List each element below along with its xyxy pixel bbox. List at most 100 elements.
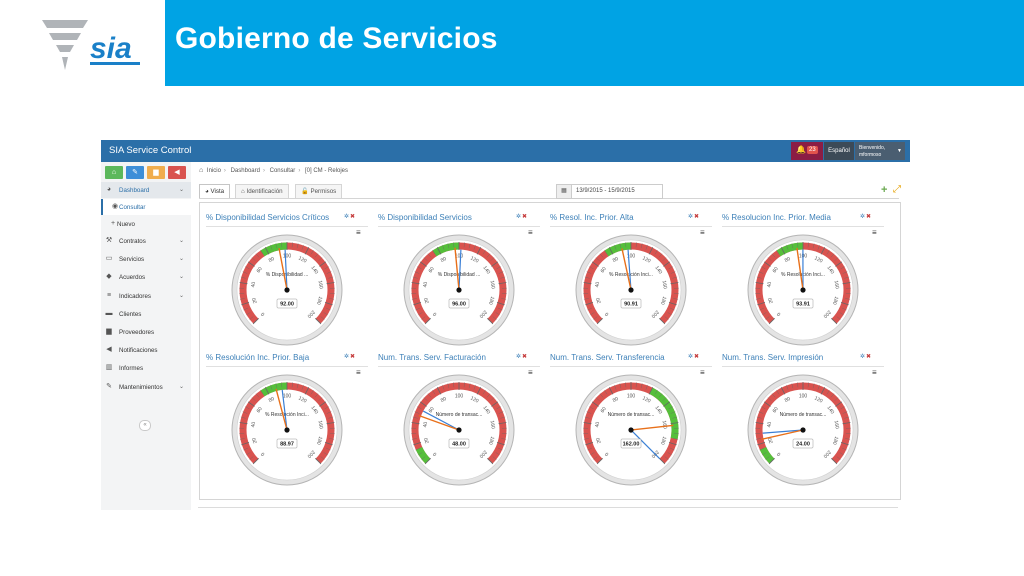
hamburger-menu-icon[interactable]: ≡ [356,228,361,237]
sidebar-item-mantenimientos[interactable]: ✎ Mantenimientos ⌄ [101,379,191,395]
gauge-tick [672,416,678,419]
gauge-tick [830,393,835,398]
hamburger-menu-icon[interactable]: ≡ [356,368,361,377]
tag-icon: ◆ [106,273,112,281]
sidebar-item-consultar[interactable]: ◉ Consultar [101,199,193,215]
close-icon[interactable]: ✖ [866,214,872,220]
pencil-quick-button[interactable]: ✎ [126,166,144,179]
date-range-picker[interactable]: ▦ 13/9/2015 - 15/9/2015 [556,184,663,199]
gauge-tick [761,266,766,270]
briefcase-icon: ▆ [153,169,159,176]
user-menu[interactable]: Bienvenido, mformoso ▼ [855,142,905,160]
sidebar-item-indicadores[interactable]: ≡ Indicadores ⌄ [101,288,191,304]
gear-icon[interactable]: ✲ [516,354,522,360]
gauge-tick [411,282,420,285]
tab-permisos[interactable]: 🔓 Permisos [295,184,343,199]
hamburger-menu-icon[interactable]: ≡ [700,368,705,377]
close-icon[interactable]: ✖ [350,214,356,220]
page-title: Gobierno de Servicios [175,22,498,55]
gear-icon[interactable]: ✲ [344,354,350,360]
sidebar-item-servicios[interactable]: ▭ Servicios ⌄ [101,251,191,267]
gauge-tick [415,307,421,311]
gear-icon[interactable]: ✲ [860,214,866,220]
gauge-tick [242,411,248,414]
sidebar-item-label: Servicios [119,256,145,264]
gauge-title: % Resolucion Inc. Prior. Media [722,213,831,222]
gauge-tick [807,382,809,388]
gear-icon[interactable]: ✲ [688,354,694,360]
gauge-tick-label: 160 [489,280,496,289]
gauge-tick-label: 100 [455,253,464,259]
dashboard-icon: ◕ [205,188,209,195]
add-widget-button[interactable]: + [881,184,888,196]
close-icon[interactable]: ✖ [866,354,872,360]
gauge-series-label: % Disponibilidad ... [266,272,309,278]
notifications-button[interactable]: 🔔 23 [791,142,823,160]
sidebar-item-nuevo[interactable]: + Nuevo [101,216,191,232]
gauge-value-needle [418,415,460,431]
calendar-icon: ▦ [557,185,572,198]
gauge-widget: % Disponibilidad Servicios Críticos ✲✖ ≡ 0 2… [202,207,373,347]
gear-icon[interactable]: ✲ [516,214,522,220]
breadcrumb-item-consultar[interactable]: Consultar [269,168,296,174]
gavel-icon: ⚒ [105,237,113,244]
close-icon[interactable]: ✖ [522,214,528,220]
gauge-tick [767,257,772,261]
breadcrumb-item-dashboard[interactable]: Dashboard [230,168,260,174]
sidebar-item-notificaciones[interactable]: ◀ Notificaciones [101,342,191,358]
gauge-tick [812,243,815,249]
hamburger-menu-icon[interactable]: ≡ [872,228,877,237]
sidebar-collapse-button[interactable]: « [139,420,151,431]
sidebar-item-contratos[interactable]: ⚒ Contratos ⌄ [101,233,191,249]
gauge-tick [842,271,848,274]
main-content: ⌂ Inicio › Dashboard › Consultar › [0] CM -… [191,162,910,510]
expand-icon[interactable]: ⤢ [893,184,901,195]
gauge-tick [296,383,299,389]
breadcrumb-item-inicio[interactable]: Inicio [206,168,221,174]
gear-icon[interactable]: ✲ [860,354,866,360]
hamburger-menu-icon[interactable]: ≡ [700,228,705,237]
close-icon[interactable]: ✖ [350,354,356,360]
gear-icon[interactable]: ✲ [688,214,694,220]
tab-identificacion[interactable]: ⌂ Identificación [235,184,289,199]
gauge-tick [328,416,334,419]
sidebar-item-informes[interactable]: ▥ Informes [101,360,191,376]
language-selector[interactable]: Español [824,142,854,160]
home-icon: ⌂ [241,188,245,195]
home-quick-button[interactable]: ⌂ [105,166,123,179]
gauge-tick-label: 0 [260,451,266,457]
gauge-tick [413,441,422,446]
sidebar-item-clientes[interactable]: ▬ Clientes [101,306,191,322]
megaphone-quick-button[interactable]: ◀ [168,166,186,179]
close-icon[interactable]: ✖ [694,354,700,360]
gauge-tick [761,406,766,410]
gauge-title: % Resol. Inc. Prior. Alta [550,213,634,222]
close-icon[interactable]: ✖ [694,214,700,220]
sidebar-item-acuerdos[interactable]: ◆ Acuerdos ⌄ [101,269,191,285]
hamburger-menu-icon[interactable]: ≡ [528,368,533,377]
sidebar-item-proveedores[interactable]: ▆ Proveedores [101,324,191,340]
gauge-tick [329,298,335,300]
gauge-series-label: Número de transac... [608,412,655,418]
close-icon[interactable]: ✖ [522,354,528,360]
gauge-value-needle [278,248,288,291]
gauge-tick [315,458,322,465]
gauge-tick [841,307,847,311]
gauge-tick [835,401,843,407]
gauge-tick-label: 200 [478,309,488,319]
gear-icon[interactable]: ✲ [344,214,350,220]
hamburger-menu-icon[interactable]: ≡ [528,228,533,237]
gauge-tick [791,243,794,249]
briefcase-quick-button[interactable]: ▆ [147,166,165,179]
hamburger-menu-icon[interactable]: ≡ [872,368,877,377]
gauge-hub [628,287,634,293]
tab-vista[interactable]: ◕ Vista [199,184,231,199]
gauge-tick [797,242,799,248]
gauge-tick [659,318,666,325]
gauge-reference-needle [458,249,462,291]
gauge-tick [245,452,251,456]
gauge-tick [826,389,830,395]
sidebar-item-dashboard[interactable]: ◕ Dashboard ⌄ [101,182,191,198]
